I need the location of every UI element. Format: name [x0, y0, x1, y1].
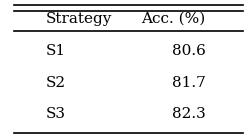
Text: S2: S2 [46, 75, 66, 90]
Text: S3: S3 [46, 107, 66, 121]
Text: 82.3: 82.3 [172, 107, 206, 121]
Text: 81.7: 81.7 [172, 75, 206, 90]
Text: S1: S1 [46, 44, 66, 58]
Text: Acc. (%): Acc. (%) [142, 12, 206, 26]
Text: Strategy: Strategy [46, 12, 113, 26]
Text: 80.6: 80.6 [172, 44, 206, 58]
